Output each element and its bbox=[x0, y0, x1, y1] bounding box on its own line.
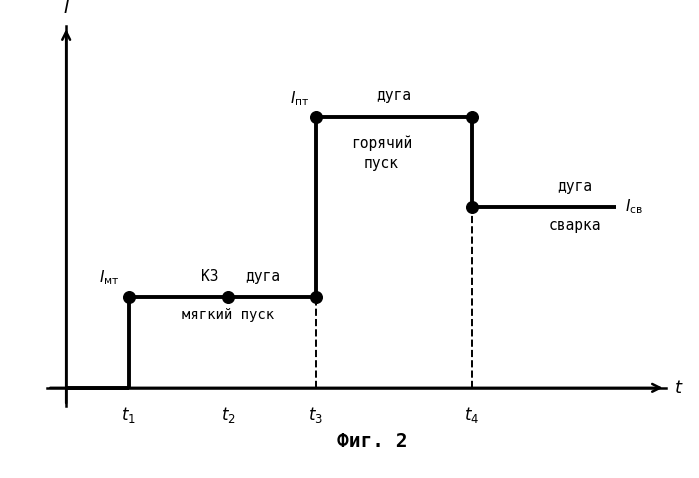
Text: I: I bbox=[64, 0, 69, 17]
Text: Фиг. 2: Фиг. 2 bbox=[337, 432, 408, 451]
Text: $I_{\rm пт}$: $I_{\rm пт}$ bbox=[290, 89, 310, 108]
Point bbox=[466, 113, 477, 120]
Text: сварка: сварка bbox=[549, 218, 601, 233]
Text: КЗ: КЗ bbox=[201, 269, 219, 284]
Text: $t_3$: $t_3$ bbox=[308, 405, 324, 424]
Text: t: t bbox=[675, 379, 682, 397]
Point bbox=[310, 113, 322, 120]
Point bbox=[223, 293, 234, 301]
Text: горячий
пуск: горячий пуск bbox=[351, 135, 412, 171]
Text: $t_1$: $t_1$ bbox=[121, 405, 136, 424]
Text: мягкий пуск: мягкий пуск bbox=[182, 308, 275, 322]
Text: дуга: дуга bbox=[377, 88, 412, 104]
Point bbox=[466, 203, 477, 211]
Text: дуга: дуга bbox=[245, 269, 280, 284]
Text: $I_{\rm мт}$: $I_{\rm мт}$ bbox=[99, 268, 120, 287]
Text: $I_{\rm св}$: $I_{\rm св}$ bbox=[625, 198, 643, 217]
Point bbox=[310, 293, 322, 301]
Text: $t_4$: $t_4$ bbox=[464, 405, 480, 424]
Text: $t_2$: $t_2$ bbox=[221, 405, 236, 424]
Point bbox=[123, 293, 134, 301]
Text: дуга: дуга bbox=[558, 179, 593, 194]
